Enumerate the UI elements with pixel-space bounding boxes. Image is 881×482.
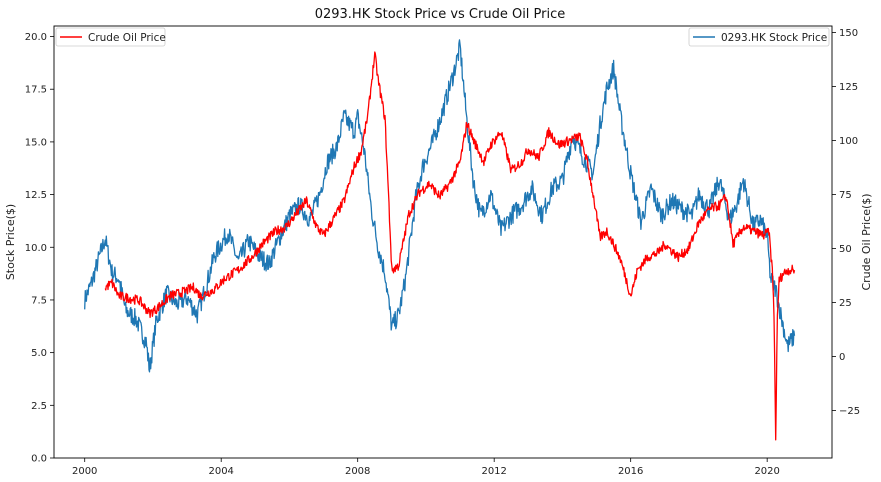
- x-tick-label: 2004: [208, 466, 233, 477]
- x-tick-label: 2000: [72, 466, 97, 477]
- x-tick-label: 2020: [754, 466, 779, 477]
- y-axis-left: 0.0 2.5 5.0 7.5 10.0 12.5 15.0 17.5 20.0: [25, 32, 54, 465]
- y-left-tick-label: 12.5: [25, 190, 47, 201]
- y-axis-right-label: Crude Oil Price($): [860, 193, 873, 290]
- y-left-tick-label: 10.0: [25, 243, 47, 254]
- y-right-tick-label: 0: [839, 352, 845, 363]
- y-left-tick-label: 15.0: [25, 137, 47, 148]
- y-right-tick-label: 50: [839, 244, 852, 255]
- y-right-tick-label: 125: [839, 82, 858, 93]
- legend-crude-oil[interactable]: Crude Oil Price: [55, 27, 166, 47]
- y-right-tick-label: 75: [839, 190, 852, 201]
- series-line-oil: [104, 51, 796, 441]
- y-right-tick-label: 100: [839, 136, 858, 147]
- y-right-tick-label: 25: [839, 298, 852, 309]
- legend-label-oil: Crude Oil Price: [88, 32, 166, 44]
- legend-box: [55, 27, 166, 47]
- y-axis-right: −25 0 25 50 75 100 125 150: [832, 28, 860, 417]
- plot-area-frame: [53, 25, 833, 459]
- y-right-tick-label: −25: [839, 406, 860, 417]
- series-line-stock: [84, 39, 796, 373]
- legend-box: [688, 27, 830, 47]
- x-tick-label: 2008: [345, 466, 370, 477]
- series-layer: [84, 39, 796, 441]
- y-left-tick-label: 17.5: [25, 85, 47, 96]
- x-tick-label: 2016: [618, 466, 643, 477]
- y-left-tick-label: 7.5: [31, 295, 47, 306]
- y-left-tick-label: 20.0: [25, 32, 47, 43]
- y-axis-left-label: Stock Price($): [4, 204, 17, 280]
- chart-title: 0293.HK Stock Price vs Crude Oil Price: [315, 7, 566, 22]
- y-left-tick-label: 2.5: [31, 401, 47, 412]
- y-left-tick-label: 5.0: [31, 348, 47, 359]
- legend-label-stock: 0293.HK Stock Price: [721, 32, 827, 44]
- y-left-tick-label: 0.0: [31, 454, 47, 465]
- y-right-tick-label: 150: [839, 28, 858, 39]
- x-tick-label: 2012: [481, 466, 506, 477]
- legend-stock[interactable]: 0293.HK Stock Price: [688, 27, 830, 47]
- x-axis: 2000 2004 2008 2012 2016 2020: [72, 458, 780, 477]
